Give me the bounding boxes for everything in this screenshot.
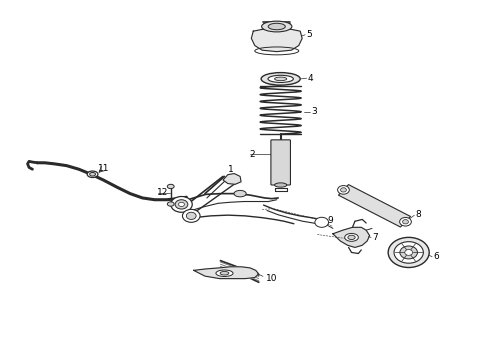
Circle shape [315,217,329,227]
Text: 5: 5 [306,30,312,39]
Text: 11: 11 [98,164,110,173]
Ellipse shape [261,73,300,85]
Text: 2: 2 [249,150,254,159]
Text: 1: 1 [228,165,234,180]
FancyBboxPatch shape [271,140,291,185]
Circle shape [400,217,412,226]
Ellipse shape [274,183,287,187]
Circle shape [182,210,200,222]
Ellipse shape [274,77,287,81]
Text: 6: 6 [433,252,439,261]
Polygon shape [333,227,369,247]
Circle shape [171,197,192,212]
Ellipse shape [268,23,285,30]
Text: 3: 3 [311,107,317,116]
Circle shape [388,237,429,267]
Circle shape [338,185,349,194]
Ellipse shape [348,235,355,239]
Polygon shape [223,174,241,184]
Ellipse shape [234,190,246,197]
Text: 9: 9 [327,216,333,225]
Circle shape [178,202,184,207]
Ellipse shape [344,233,358,241]
Circle shape [394,242,423,263]
Ellipse shape [167,202,174,206]
Text: 12: 12 [157,188,169,197]
Circle shape [175,200,188,209]
Ellipse shape [90,172,96,176]
Text: 8: 8 [415,210,421,219]
Circle shape [341,188,346,192]
Ellipse shape [87,171,98,177]
Ellipse shape [216,270,233,276]
Polygon shape [339,185,411,227]
Text: 7: 7 [372,233,378,242]
Ellipse shape [268,75,294,82]
Ellipse shape [220,271,229,275]
Text: 10: 10 [266,274,277,283]
Polygon shape [251,30,302,51]
Text: 4: 4 [308,74,313,83]
Circle shape [186,212,196,220]
Ellipse shape [262,21,292,32]
Ellipse shape [167,184,174,189]
Circle shape [405,249,413,255]
Polygon shape [194,267,259,279]
Circle shape [403,220,409,224]
Circle shape [400,246,417,259]
